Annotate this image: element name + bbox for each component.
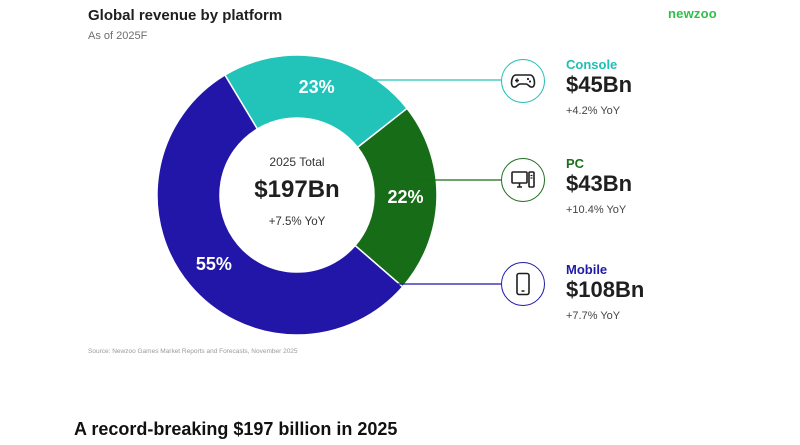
slice-label-pc: 22% (387, 186, 424, 207)
slice-label-console: 23% (298, 77, 335, 98)
chart-subtitle: As of 2025F (88, 30, 148, 42)
legend-name-pc: PC (566, 156, 585, 171)
legend-value-mobile: $108Bn (566, 277, 645, 302)
donut-slice-pc (354, 107, 438, 288)
center-total-label: 2025 Total (269, 155, 325, 169)
brand-logo: newzoo (668, 6, 717, 21)
smartphone-icon (501, 262, 545, 306)
legend-name-mobile: Mobile (566, 262, 608, 277)
legend-name-console: Console (566, 57, 618, 72)
source-note: Source: Newzoo Games Market Reports and … (88, 348, 298, 355)
slice-label-mobile: 55% (195, 253, 232, 274)
desktop-icon (501, 158, 545, 202)
article-headline: A record-breaking $197 billion in 2025 (74, 419, 398, 439)
legend-yoy-pc: +10.4% YoY (566, 204, 627, 216)
legend-yoy-mobile: +7.7% YoY (566, 310, 621, 322)
donut-slice-mobile (156, 73, 404, 336)
chart-title: Global revenue by platform (88, 7, 283, 24)
legend-value-pc: $43Bn (566, 171, 633, 196)
gamepad-icon (501, 59, 545, 103)
legend-yoy-console: +4.2% YoY (566, 105, 621, 117)
legend-value-console: $45Bn (566, 72, 633, 97)
center-total-yoy: +7.5% YoY (268, 216, 326, 228)
center-total-value: $197Bn (254, 176, 340, 203)
donut-slice-console (223, 54, 409, 149)
